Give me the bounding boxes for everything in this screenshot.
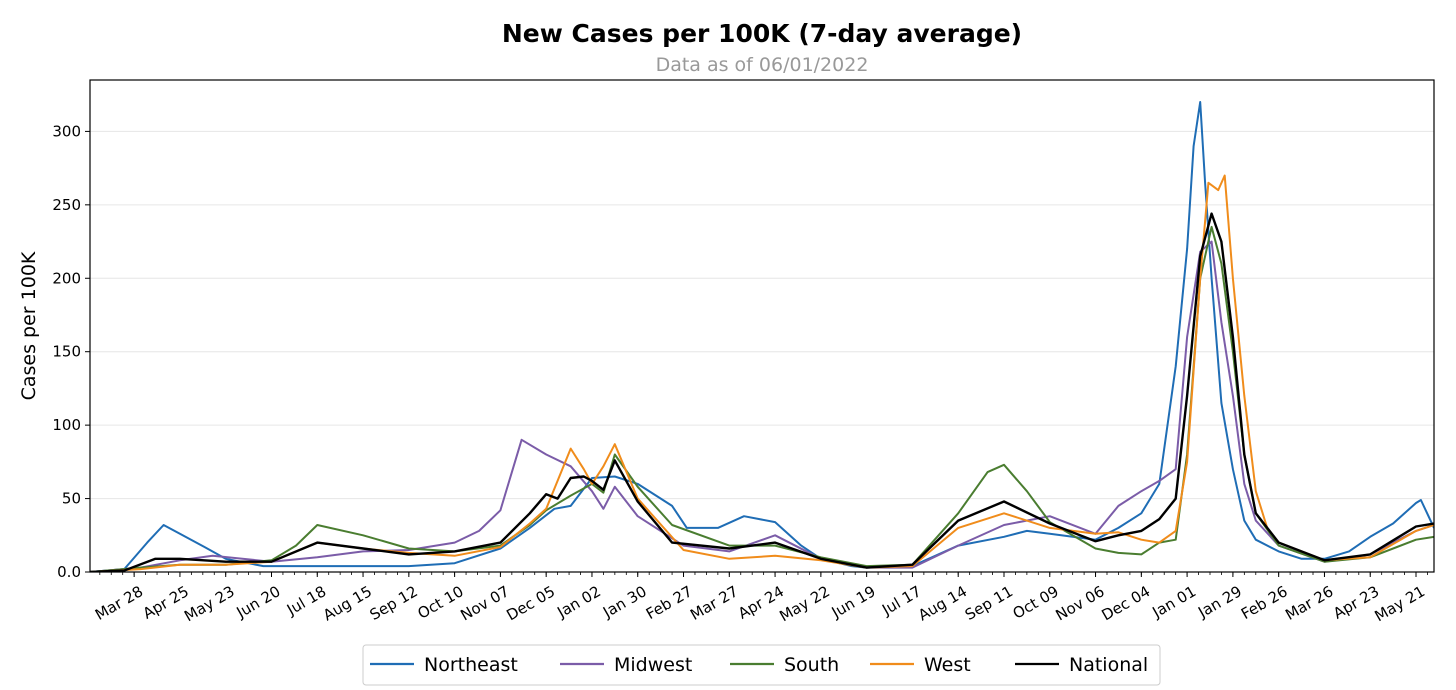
chart-title: New Cases per 100K (7-day average) bbox=[502, 19, 1022, 48]
x-tick-label: Aug 14 bbox=[915, 582, 970, 624]
x-tick-label: Dec 04 bbox=[1099, 582, 1154, 624]
y-axis-label: Cases per 100K bbox=[18, 251, 40, 400]
x-tick-label: Oct 09 bbox=[1010, 582, 1062, 622]
legend-label-midwest: Midwest bbox=[614, 654, 692, 676]
x-tick-label: Nov 06 bbox=[1053, 582, 1108, 624]
x-tick-label: Feb 27 bbox=[643, 582, 696, 623]
x-tick-label: Jun 19 bbox=[828, 582, 879, 622]
x-tick-label: Jan 01 bbox=[1149, 582, 1200, 622]
series-line-west bbox=[90, 174, 1434, 572]
x-tick-label: May 22 bbox=[776, 582, 833, 625]
x-tick-label: May 23 bbox=[181, 582, 238, 625]
legend-label-west: West bbox=[924, 654, 971, 676]
gridlines bbox=[90, 130, 1434, 500]
x-tick-label: Nov 07 bbox=[457, 582, 512, 624]
y-tick-label: 50 bbox=[62, 490, 81, 508]
y-axis: 0.0 50 100 150 200 250 300 bbox=[52, 122, 90, 581]
series-lines bbox=[90, 101, 1434, 572]
x-tick-label: Jun 20 bbox=[233, 582, 284, 622]
series-line-national bbox=[90, 212, 1434, 572]
legend: Northeast Midwest South West National bbox=[362, 644, 1161, 686]
legend-label-national: National bbox=[1069, 654, 1148, 676]
y-tick-label: 300 bbox=[52, 122, 81, 140]
plot-frame bbox=[89, 79, 1435, 573]
x-tick-label: Jan 30 bbox=[599, 582, 650, 622]
y-tick-label: 200 bbox=[52, 269, 81, 287]
y-tick-label: 100 bbox=[52, 416, 81, 434]
x-tick-label: Mar 27 bbox=[687, 582, 741, 624]
x-tick-label: Dec 05 bbox=[503, 582, 558, 624]
x-tick-label: May 21 bbox=[1371, 582, 1428, 625]
x-tick-label: Aug 15 bbox=[320, 582, 375, 624]
x-tick-label: Sep 11 bbox=[962, 582, 1016, 624]
x-tick-label: Oct 10 bbox=[414, 582, 466, 622]
x-tick-label: Sep 12 bbox=[367, 582, 421, 624]
x-tick-label: Jan 29 bbox=[1194, 582, 1245, 622]
x-tick-label: Feb 26 bbox=[1238, 582, 1291, 623]
series-line-midwest bbox=[90, 240, 1434, 572]
x-tick-label: Jan 02 bbox=[553, 582, 604, 622]
x-tick-label: Mar 28 bbox=[92, 582, 146, 624]
legend-label-south: South bbox=[784, 654, 839, 676]
y-tick-label: 150 bbox=[52, 343, 81, 361]
legend-label-northeast: Northeast bbox=[424, 654, 518, 676]
y-tick-label: 0.0 bbox=[57, 563, 81, 581]
chart-subtitle: Data as of 06/01/2022 bbox=[656, 54, 869, 76]
x-tick-label: Mar 26 bbox=[1282, 582, 1336, 624]
y-tick-label: 250 bbox=[52, 196, 81, 214]
